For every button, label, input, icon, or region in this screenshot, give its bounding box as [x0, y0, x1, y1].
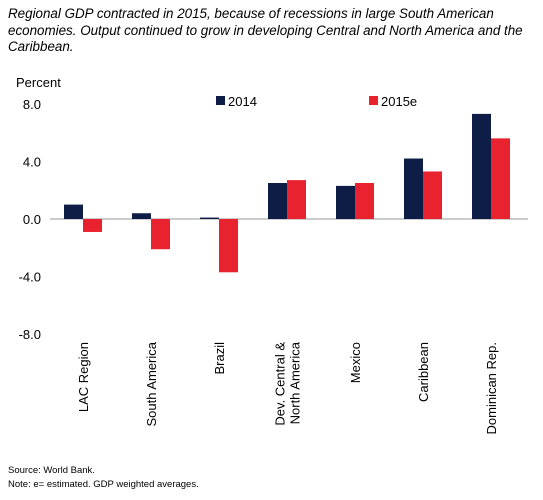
x-tick-label: Dev. Central &: [273, 342, 288, 426]
y-tick-label: 8.0: [23, 97, 41, 112]
x-tick-label: Mexico: [348, 342, 363, 383]
bar-2015e: [287, 180, 306, 219]
bar-2015e: [83, 219, 102, 232]
y-axis-label: Percent: [16, 75, 61, 90]
chart: Percent 8.0 4.0 0.0 -4.0 -8.0 LAC Region South …: [16, 75, 528, 435]
bar-2015e: [151, 219, 170, 250]
bar-2014: [268, 183, 287, 219]
legend-label: 2015e: [381, 94, 417, 109]
bar-2014: [336, 185, 355, 219]
legend-swatch: [216, 96, 225, 105]
bar-2014: [200, 217, 219, 219]
x-tick-label: LAC Region: [76, 342, 91, 412]
estimate-note: Note: e= estimated. GDP weighted average…: [8, 479, 199, 490]
y-tick-label: 0.0: [23, 212, 41, 227]
bar-2015e: [423, 171, 442, 219]
chart-subtitle: Regional GDP contracted in 2015, because…: [8, 6, 523, 54]
x-tick-label: Dominican Rep.: [484, 342, 499, 435]
y-tick-label: -8.0: [19, 327, 41, 342]
source-note: Source: World Bank.: [8, 465, 95, 476]
bar-2014: [64, 204, 83, 219]
y-tick-label: -4.0: [19, 270, 41, 285]
legend-swatch: [369, 96, 378, 105]
bar-2014: [404, 158, 423, 219]
bar-2015e: [355, 183, 374, 219]
bar-2014: [132, 213, 151, 219]
chart-notes: Source: World Bank. Note: e= estimated. …: [8, 464, 199, 492]
bar-2015e: [491, 138, 510, 219]
bar-2015e: [219, 219, 238, 273]
x-tick-label: Brazil: [212, 342, 227, 375]
x-tick-label: Caribbean: [416, 342, 431, 402]
y-tick-label: 4.0: [23, 154, 41, 169]
bar-2014: [472, 113, 491, 219]
x-tick-label: North America: [288, 341, 303, 424]
x-tick-label: South America: [144, 341, 159, 426]
legend-label: 2014: [228, 94, 257, 109]
